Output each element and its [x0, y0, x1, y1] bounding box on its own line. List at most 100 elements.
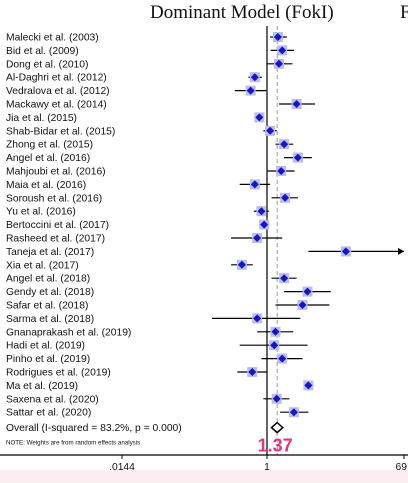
point-estimate-marker: [280, 140, 289, 149]
study-label: Angel et al. (2018): [6, 274, 90, 285]
study-row: Angel et al. (2018): [6, 273, 297, 285]
study-label: Angel et al. (2016): [6, 153, 90, 164]
point-estimate-marker: [250, 73, 259, 82]
study-row: Rodrigues et al. (2019): [6, 367, 267, 379]
point-estimate-marker: [260, 220, 269, 229]
study-label: Rasheed et al. (2017): [6, 234, 105, 245]
study-label: Bertoccini et al. (2017): [6, 220, 109, 231]
weights-note: NOTE: Weights are from random effects an…: [6, 440, 140, 447]
point-estimate-marker: [237, 260, 246, 269]
study-row: Yu et al. (2016): [6, 206, 269, 218]
point-estimate-marker: [255, 113, 264, 122]
study-label: Taneja et al. (2017): [6, 247, 94, 258]
point-estimate-marker: [278, 354, 287, 363]
pooled-value-label: 1.37: [258, 436, 293, 456]
study-row: Zhong et al. (2015): [6, 139, 294, 151]
study-row: Taneja et al. (2017): [6, 246, 404, 258]
study-label: Maia et al. (2016): [6, 180, 86, 191]
study-row: Sarma et al. (2018): [6, 313, 301, 325]
study-label: Gendy et al. (2018): [6, 287, 94, 298]
bottom-band: [0, 470, 408, 483]
study-row: Hadi et al. (2019): [6, 340, 308, 352]
point-estimate-marker: [292, 100, 301, 108]
study-label: Pinho et al. (2019): [6, 354, 90, 365]
point-estimate-marker: [271, 327, 280, 336]
point-estimate-marker: [257, 207, 266, 216]
study-row: Gnanaprakash et al. (2019): [6, 326, 294, 338]
overall-label: Overall (I-squared = 83.2%, p = 0.000): [6, 423, 182, 434]
point-estimate-marker: [246, 86, 255, 95]
x-tick-label: 1: [264, 462, 270, 473]
point-estimate-marker: [273, 33, 282, 41]
point-estimate-marker: [277, 167, 286, 175]
point-estimate-marker: [250, 180, 259, 189]
study-row: Rasheed et al. (2017): [6, 233, 283, 245]
study-row: Safar et al. (2018): [6, 300, 330, 312]
study-label: Ma et al. (2019): [6, 381, 78, 392]
study-label: Zhong et al. (2015): [6, 140, 93, 151]
study-row: Saxena et al. (2020): [6, 393, 290, 405]
study-label: Saxena et al. (2020): [6, 394, 99, 405]
point-estimate-marker: [280, 274, 289, 283]
x-tick-label: .0144: [109, 462, 135, 473]
point-estimate-marker: [270, 341, 279, 350]
study-row: Bertoccini et al. (2017): [6, 219, 270, 231]
point-estimate-marker: [253, 314, 262, 323]
study-label: Yu et al. (2016): [6, 207, 76, 218]
study-label: Sarma et al. (2018): [6, 314, 94, 325]
study-row: Bid et al. (2009): [6, 45, 294, 57]
study-label: Gnanaprakash et al. (2019): [6, 327, 131, 338]
study-row: Angel et al. (2016): [6, 152, 312, 164]
study-label: Soroush et al. (2016): [6, 193, 102, 204]
study-row: Sattar et al. (2020): [6, 407, 309, 419]
study-row: Jia et al. (2015): [6, 112, 265, 124]
study-row: Shab-Bidar et al. (2015): [6, 125, 277, 137]
study-row: Al-Daghri et al. (2012): [6, 72, 262, 84]
point-estimate-marker: [281, 193, 290, 202]
point-estimate-marker: [341, 247, 350, 256]
point-estimate-marker: [266, 126, 275, 135]
study-row: Vedralova et al. (2012): [6, 85, 267, 97]
study-label: Sattar et al. (2020): [6, 408, 91, 419]
point-estimate-marker: [272, 394, 281, 403]
study-row: Maia et al. (2016): [6, 179, 271, 191]
study-label: Mackawy et al. (2014): [6, 100, 107, 111]
overall-row: Overall (I-squared = 83.2%, p = 0.000): [6, 421, 284, 434]
study-label: Dong et al. (2010): [6, 59, 88, 70]
point-estimate-marker: [289, 408, 298, 417]
study-label: Vedralova et al. (2012): [6, 86, 110, 97]
study-row: Malecki et al. (2003): [6, 32, 287, 44]
chart-title: Dominant Model (FokI): [150, 2, 334, 23]
study-row: Soroush et al. (2016): [6, 192, 298, 204]
x-tick-label: 69: [396, 462, 408, 473]
study-label: Hadi et al. (2019): [6, 341, 85, 352]
study-row: Gendy et al. (2018): [6, 286, 331, 298]
study-label: Jia et al. (2015): [6, 113, 77, 124]
point-estimate-marker: [298, 301, 307, 309]
point-estimate-marker: [304, 381, 313, 390]
study-label: Xia et al. (2017): [6, 260, 79, 271]
study-row: Pinho et al. (2019): [6, 353, 303, 365]
point-estimate-marker: [253, 234, 262, 242]
study-label: Safar et al. (2018): [6, 301, 88, 312]
study-row: Mahjoubi et al. (2016): [6, 166, 295, 178]
study-row: Ma et al. (2019): [6, 380, 314, 392]
study-label: Rodrigues et al. (2019): [6, 368, 111, 379]
point-estimate-marker: [275, 59, 284, 68]
study-label: Shab-Bidar et al. (2015): [6, 126, 115, 137]
study-label: Al-Daghri et al. (2012): [6, 73, 107, 84]
point-estimate-marker: [293, 153, 302, 162]
chart-title-cut-off: F: [400, 2, 408, 23]
study-row: Dong et al. (2010): [6, 58, 293, 70]
study-row: Mackawy et al. (2014): [6, 99, 315, 111]
study-label: Mahjoubi et al. (2016): [6, 167, 106, 178]
point-estimate-marker: [278, 46, 287, 55]
point-estimate-marker: [248, 368, 257, 376]
point-estimate-marker: [303, 287, 312, 296]
study-row: Xia et al. (2017): [6, 259, 253, 271]
study-label: Bid et al. (2009): [6, 46, 79, 57]
overall-diamond: [270, 421, 284, 434]
ci-truncation-arrow: [398, 247, 404, 255]
